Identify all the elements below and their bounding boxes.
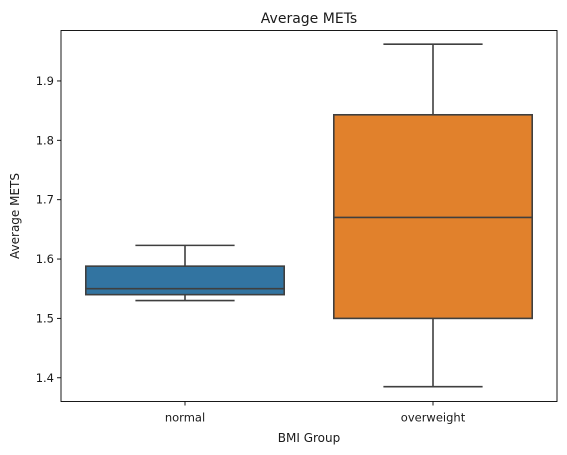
box-body — [332, 113, 533, 320]
y-tick-label: 1.8 — [36, 133, 54, 147]
plot-frame — [60, 30, 558, 402]
box-overweight — [332, 43, 533, 388]
box-layer — [85, 43, 533, 388]
y-tick-label: 1.5 — [36, 311, 54, 325]
y-axis-label: Average METS — [8, 173, 22, 259]
x-axis: normal overweight — [165, 401, 466, 425]
chart-title: Average METs — [261, 11, 357, 27]
y-axis: 1.4 1.5 1.6 1.7 1.8 1.9 — [36, 74, 61, 385]
x-tick-label: normal — [165, 411, 205, 425]
y-tick-label: 1.6 — [36, 252, 54, 266]
y-tick-label: 1.9 — [36, 74, 54, 88]
box-normal — [85, 244, 285, 302]
box-body — [85, 265, 285, 296]
y-tick-label: 1.4 — [36, 371, 54, 385]
x-tick-label: overweight — [401, 411, 466, 425]
y-tick-label: 1.7 — [36, 193, 54, 207]
x-axis-label: BMI Group — [278, 431, 340, 445]
